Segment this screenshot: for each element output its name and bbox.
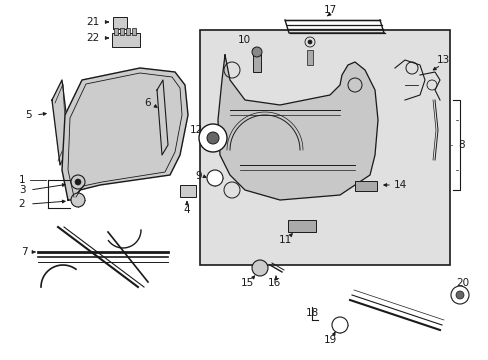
- Bar: [252, 54, 261, 72]
- Text: 19: 19: [323, 335, 336, 345]
- Text: 8: 8: [458, 140, 465, 150]
- Circle shape: [75, 179, 81, 185]
- Bar: [113, 17, 127, 29]
- Text: 20: 20: [455, 278, 468, 288]
- Text: 2: 2: [19, 199, 25, 209]
- Circle shape: [206, 170, 223, 186]
- Bar: [132, 28, 136, 35]
- Circle shape: [455, 291, 463, 299]
- Circle shape: [71, 193, 85, 207]
- Bar: [114, 28, 118, 35]
- Bar: [120, 28, 124, 35]
- Circle shape: [331, 317, 347, 333]
- Text: 9: 9: [195, 171, 202, 181]
- Text: 14: 14: [392, 180, 406, 190]
- Text: 18: 18: [305, 308, 318, 318]
- Text: 16: 16: [267, 278, 280, 288]
- Text: 5: 5: [24, 110, 31, 120]
- Circle shape: [206, 132, 219, 144]
- Text: 13: 13: [435, 55, 448, 65]
- Text: 10: 10: [237, 35, 250, 45]
- Bar: [126, 28, 130, 35]
- Text: 6: 6: [144, 98, 151, 108]
- Circle shape: [450, 286, 468, 304]
- Polygon shape: [52, 80, 70, 165]
- Bar: [287, 220, 315, 232]
- Text: 7: 7: [20, 247, 27, 257]
- Bar: [354, 181, 376, 191]
- Text: 1: 1: [19, 175, 25, 185]
- Circle shape: [199, 124, 226, 152]
- Text: 12: 12: [189, 125, 202, 135]
- Text: 15: 15: [240, 278, 253, 288]
- Circle shape: [251, 260, 267, 276]
- Bar: [180, 185, 196, 197]
- Text: 22: 22: [86, 33, 100, 43]
- Circle shape: [71, 175, 85, 189]
- Polygon shape: [218, 55, 377, 200]
- Text: 3: 3: [19, 185, 25, 195]
- Text: 21: 21: [86, 17, 100, 27]
- Bar: [306, 50, 312, 65]
- Text: 11: 11: [278, 235, 291, 245]
- Bar: [200, 30, 449, 265]
- Polygon shape: [157, 80, 168, 155]
- Text: 17: 17: [323, 5, 336, 15]
- Circle shape: [307, 40, 311, 44]
- Circle shape: [251, 47, 262, 57]
- Text: 4: 4: [183, 205, 190, 215]
- Polygon shape: [62, 68, 187, 200]
- Bar: [112, 33, 140, 47]
